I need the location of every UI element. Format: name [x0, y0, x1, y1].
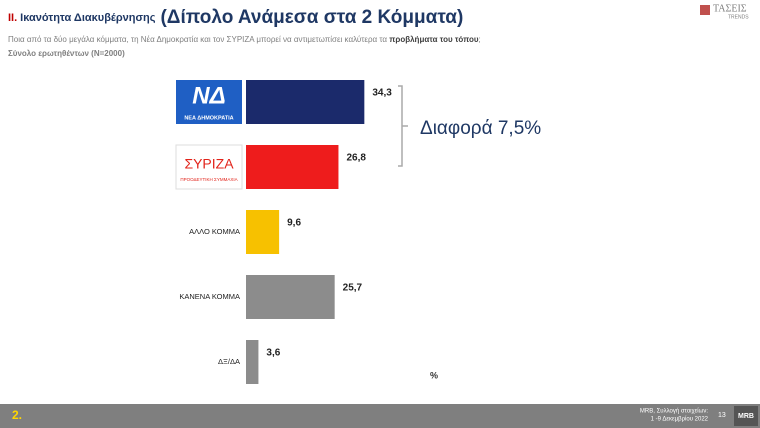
category-label: ΑΛΛΟ ΚΟΜΜΑ	[189, 227, 240, 236]
logo-syriza	[175, 144, 243, 190]
bar	[246, 145, 339, 189]
annotation: Διαφορά 7,5%	[420, 118, 541, 139]
bracket	[398, 85, 408, 167]
logo-wordmark: ΝΔ	[192, 82, 225, 109]
footer-source: MRB, Συλλογή στοιχείων:	[640, 408, 708, 415]
brand-sub: TRENDS	[728, 14, 749, 20]
footer-logo-box	[734, 406, 758, 426]
value-label: 34,3	[372, 88, 392, 99]
title: II. Ικανότητα Διακυβέρνησης (Δίπολο Ανάμεσ…	[8, 7, 463, 28]
logo-nd	[176, 80, 242, 124]
subtitle-end: ;	[479, 35, 481, 44]
bar	[246, 275, 335, 319]
bar	[246, 210, 280, 254]
base: Σύνολο ερωτηθέντων (Ν=2000)	[8, 49, 125, 58]
subtitle-bold: προβλήματα του τόπου	[389, 35, 479, 44]
brand-name: ΤΑΣΕΙΣ	[713, 3, 747, 14]
logo-wordmark: ΣΥΡΙΖΑ	[184, 156, 234, 172]
page-number: 13	[718, 412, 726, 419]
logo-tagline: ΠΡΟΟΔΕΥΤΙΚΗ ΣΥΜΜΑΧΙΑ	[180, 177, 237, 182]
brand-icon	[700, 5, 710, 15]
value-label: 25,7	[343, 283, 363, 294]
subtitle: Ποια από τα δύο μεγάλα κόμματα, τη Νέα Δ…	[8, 35, 481, 44]
value-label: 9,6	[287, 218, 301, 229]
category-label: ΔΞ/ΔΑ	[218, 357, 240, 366]
title-prefix: II.	[8, 12, 17, 24]
bar	[246, 80, 365, 124]
value-label: 26,8	[346, 153, 366, 164]
footer: 2. MRB, Συλλογή στοιχείων: 1 -9 Δεκεμβρί…	[0, 404, 760, 428]
footer-logo: MRB	[738, 413, 754, 420]
subtitle-text: Ποια από τα δύο μεγάλα κόμματα, τη Νέα Δ…	[8, 35, 389, 44]
brand: ΤΑΣΕΙΣ TRENDS	[700, 3, 749, 20]
logo-tagline: ΝΕΑ ΔΗΜΟΚΡΑΤΙΑ	[184, 115, 233, 121]
bar	[246, 340, 259, 384]
page-label: 2.	[12, 408, 22, 422]
unit: %	[430, 370, 438, 380]
footer-dates: 1 -9 Δεκεμβρίου 2022	[651, 417, 709, 423]
value-label: 3,6	[266, 348, 280, 359]
category-label: ΚΑΝΕΝΑ ΚΟΜΜΑ	[179, 292, 240, 301]
title-text: Ικανότητα Διακυβέρνησης	[20, 12, 156, 24]
title-main: (Δίπολο Ανάμεσα στα 2 Κόμματα)	[160, 7, 463, 28]
footer-bar	[0, 404, 760, 428]
